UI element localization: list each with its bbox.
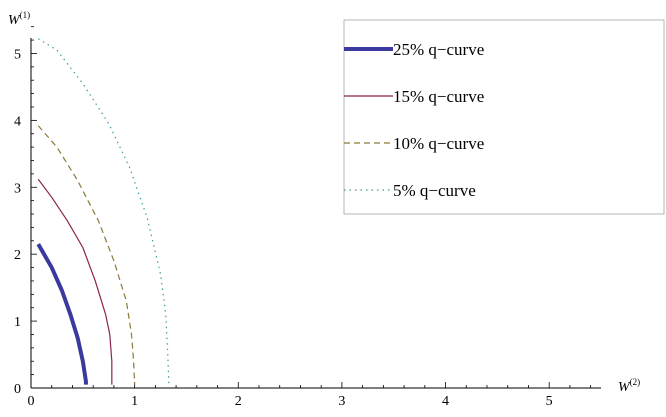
ticks: 0 1 2 3 4 5 0 1 2 3 4 5	[14, 26, 592, 409]
y-axis-label: W(1)	[8, 10, 30, 28]
x-tick-label: 2	[235, 394, 242, 409]
series-line-1	[36, 243, 88, 385]
series-group	[36, 38, 170, 385]
x-tick-label: 0	[28, 394, 35, 409]
y-tick-label: 4	[14, 114, 21, 129]
legend: 25% q−curve 15% q−curve 10% q−curve 5% q−cu…	[343, 19, 665, 215]
axis-label-superscript: (1)	[20, 10, 31, 20]
legend-label-1: 25% q−curve	[393, 40, 484, 59]
legend-label-3: 10% q−curve	[393, 134, 484, 153]
y-tick-label: 0	[14, 382, 21, 397]
legend-label-2: 15% q−curve	[393, 87, 484, 106]
y-tick-label: 5	[14, 47, 21, 62]
series-line-2	[37, 178, 113, 385]
x-tick-label: 4	[442, 394, 449, 409]
x-axis-label: W(2)	[618, 377, 640, 395]
legend-label-4: 5% q−curve	[393, 181, 476, 200]
x-tick-label: 1	[131, 394, 138, 409]
x-tick-label: 3	[338, 394, 345, 409]
y-tick-label: 1	[14, 315, 21, 330]
series-line-4	[37, 38, 170, 385]
y-tick-label: 2	[14, 248, 21, 263]
x-tick-label: 5	[546, 394, 553, 409]
legend-box	[343, 19, 665, 215]
axes	[30, 38, 601, 389]
y-tick-label: 3	[14, 181, 21, 196]
series-line-3	[37, 125, 136, 385]
axis-label-superscript: (2)	[630, 377, 641, 387]
